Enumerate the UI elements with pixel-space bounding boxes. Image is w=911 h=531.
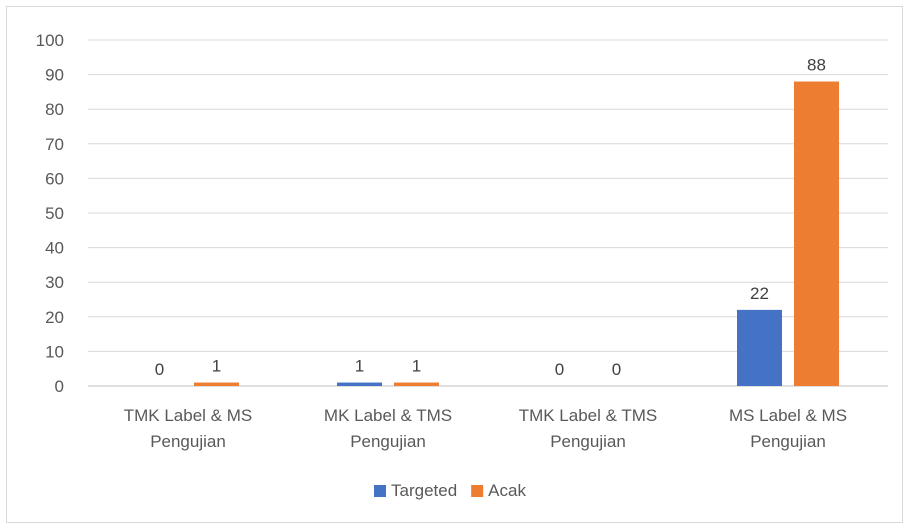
data-label: 88 (807, 56, 826, 75)
chart-frame (6, 6, 903, 523)
legend-label: Targeted (391, 481, 457, 500)
y-tick-label: 40 (45, 239, 64, 258)
data-labels: 0 1 1 1 0 0 22 88 (155, 56, 826, 379)
bars (194, 81, 839, 387)
x-tick-label: Pengujian (550, 432, 626, 451)
data-label: 0 (612, 360, 621, 379)
y-tick-label: 80 (45, 100, 64, 119)
bar-acak (794, 81, 839, 387)
x-axis-labels: TMK Label & MS Pengujian MK Label & TMS Pen… (124, 406, 847, 451)
y-tick-label: 90 (45, 66, 64, 85)
legend-swatch (374, 485, 386, 497)
x-tick-label: MS Label & MS (729, 406, 847, 425)
bar-acak (394, 382, 439, 386)
x-tick-label: Pengujian (750, 432, 826, 451)
y-tick-label: 30 (45, 273, 64, 292)
data-label: 0 (555, 360, 564, 379)
y-tick-label: 0 (55, 377, 64, 396)
y-tick-label: 70 (45, 135, 64, 154)
bar-acak (194, 382, 239, 386)
x-tick-label: TMK Label & MS (124, 406, 253, 425)
legend: Targeted Acak (374, 481, 526, 500)
y-tick-label: 20 (45, 308, 64, 327)
data-label: 1 (355, 357, 364, 376)
x-tick-label: TMK Label & TMS (519, 406, 658, 425)
data-label: 1 (212, 357, 221, 376)
legend-swatch (471, 485, 484, 497)
bar-targeted (737, 309, 782, 386)
y-tick-label: 10 (45, 342, 64, 361)
bar-targeted (337, 382, 382, 386)
data-label: 22 (750, 284, 769, 303)
data-label: 0 (155, 360, 164, 379)
y-axis-ticks: 0 10 20 30 40 50 60 70 80 90 100 (36, 31, 64, 396)
data-label: 1 (412, 357, 421, 376)
x-tick-label: MK Label & TMS (324, 406, 452, 425)
x-tick-label: Pengujian (350, 432, 426, 451)
y-tick-label: 100 (36, 31, 64, 50)
legend-label: Acak (488, 481, 526, 500)
y-tick-label: 50 (45, 204, 64, 223)
x-tick-label: Pengujian (150, 432, 226, 451)
y-tick-label: 60 (45, 169, 64, 188)
